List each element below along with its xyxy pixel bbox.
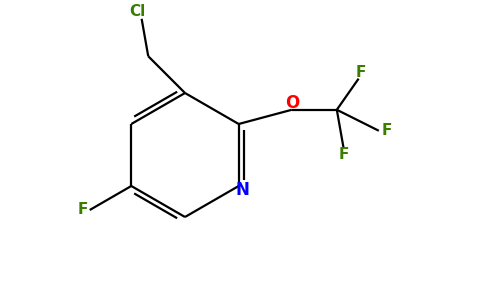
Text: O: O — [285, 94, 299, 112]
Text: F: F — [77, 202, 88, 217]
Text: F: F — [381, 123, 392, 138]
Text: N: N — [236, 181, 250, 199]
Text: Cl: Cl — [130, 4, 146, 19]
Text: F: F — [355, 65, 366, 80]
Text: F: F — [338, 147, 348, 162]
